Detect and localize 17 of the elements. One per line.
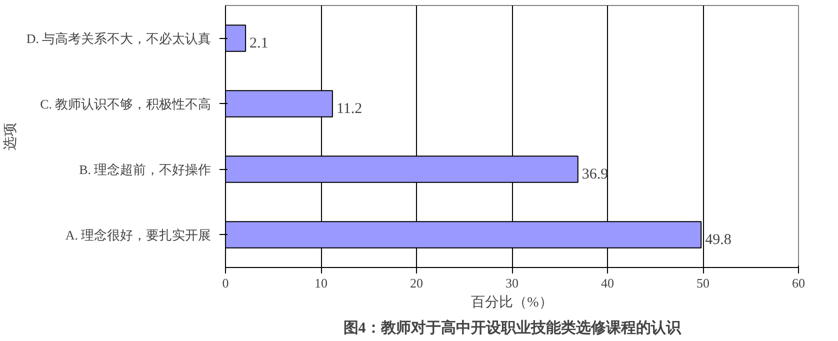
- x-tick-label: 30: [506, 276, 518, 290]
- data-label: 11.2: [336, 100, 362, 117]
- y-axis-title: 选项: [2, 122, 18, 150]
- data-label: 2.1: [250, 35, 268, 52]
- x-tick-label: 50: [696, 276, 710, 290]
- x-tick-label: 20: [410, 276, 423, 290]
- y-tick-label: C. 教师认识不够，积极性不高: [40, 96, 212, 112]
- y-tick-label: B. 理念超前，不好操作: [79, 162, 212, 177]
- y-tick-label: D. 与高考关系不大，不必太认真: [26, 30, 212, 46]
- data-label: 49.8: [705, 232, 732, 248]
- x-tick-label: 10: [314, 276, 328, 290]
- y-tick-label: A. 理念很好，要扎实开展: [65, 227, 212, 242]
- text: 图4：教师对于高中开设职业技能类选修课程的认识: [343, 318, 682, 336]
- x-tick-label: 0: [222, 276, 229, 290]
- x-axis-title: 百分比（%）: [471, 294, 553, 310]
- x-tick-label: 60: [792, 276, 805, 290]
- x-tick-label: 40: [601, 276, 614, 290]
